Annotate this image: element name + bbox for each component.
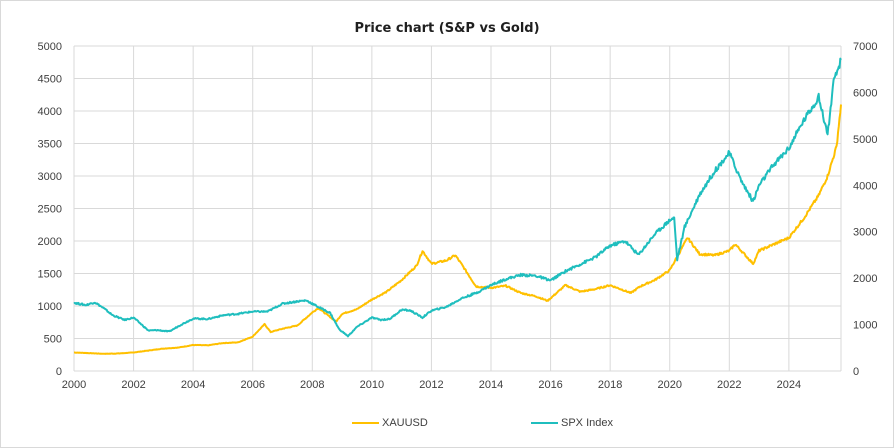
legend-swatch-xauusd: [352, 422, 379, 424]
y-axis-right-ticks: 0 1000 2000 3000 4000 5000 6000 7000: [853, 41, 877, 378]
y2-tick-label: 2000: [853, 273, 877, 285]
x-tick-label: 2024: [777, 379, 801, 391]
y-tick-label: 3500: [38, 139, 62, 151]
y2-tick-label: 3000: [853, 227, 877, 239]
y2-tick-label: 4000: [853, 180, 877, 192]
y-tick-label: 4500: [38, 74, 62, 86]
x-tick-label: 2006: [240, 379, 264, 391]
x-tick-label: 2008: [300, 379, 324, 391]
legend-item-spx[interactable]: SPX Index: [531, 417, 613, 429]
y-tick-label: 1500: [38, 269, 62, 281]
y-tick-label: 3000: [38, 171, 62, 183]
y-tick-label: 2500: [38, 204, 62, 216]
legend-swatch-spx: [531, 422, 558, 424]
y-tick-label: 2000: [38, 236, 62, 248]
series-line-spx-index[interactable]: [73, 57, 842, 338]
x-tick-label: 2012: [419, 379, 443, 391]
y2-tick-label: 5000: [853, 134, 877, 146]
chart-title: Price chart (S&P vs Gold): [354, 21, 540, 36]
y2-tick-label: 0: [853, 366, 859, 378]
y-tick-label: 500: [44, 334, 62, 346]
y2-tick-label: 6000: [853, 87, 877, 99]
x-tick-label: 2022: [717, 379, 741, 391]
x-axis-ticks: 2000 2002 2004 2006 2008 2010 2012 2014 2016 2018…: [62, 379, 801, 391]
y2-tick-label: 7000: [853, 41, 877, 53]
series-lines: [73, 57, 842, 355]
y-tick-label: 4000: [38, 106, 62, 118]
y2-tick-label: 1000: [853, 320, 877, 332]
legend-label-spx: SPX Index: [561, 417, 613, 429]
x-tick-label: 2000: [62, 379, 86, 391]
x-tick-label: 2018: [598, 379, 622, 391]
series-line-xauusd[interactable]: [73, 104, 842, 355]
y-axis-left-ticks: 0 500 1000 1500 2000 2500 3000 3500 4000 4500 5000: [38, 41, 62, 378]
x-tick-label: 2014: [479, 379, 503, 391]
x-tick-label: 2020: [657, 379, 681, 391]
x-tick-label: 2004: [181, 379, 205, 391]
x-tick-label: 2002: [121, 379, 145, 391]
x-tick-label: 2016: [538, 379, 562, 391]
x-tick-label: 2010: [360, 379, 384, 391]
y-tick-label: 5000: [38, 41, 62, 53]
y-tick-label: 0: [56, 366, 62, 378]
legend-label-xauusd: XAUUSD: [382, 417, 428, 429]
legend-item-xauusd[interactable]: XAUUSD: [352, 417, 428, 429]
y-tick-label: 1000: [38, 301, 62, 313]
